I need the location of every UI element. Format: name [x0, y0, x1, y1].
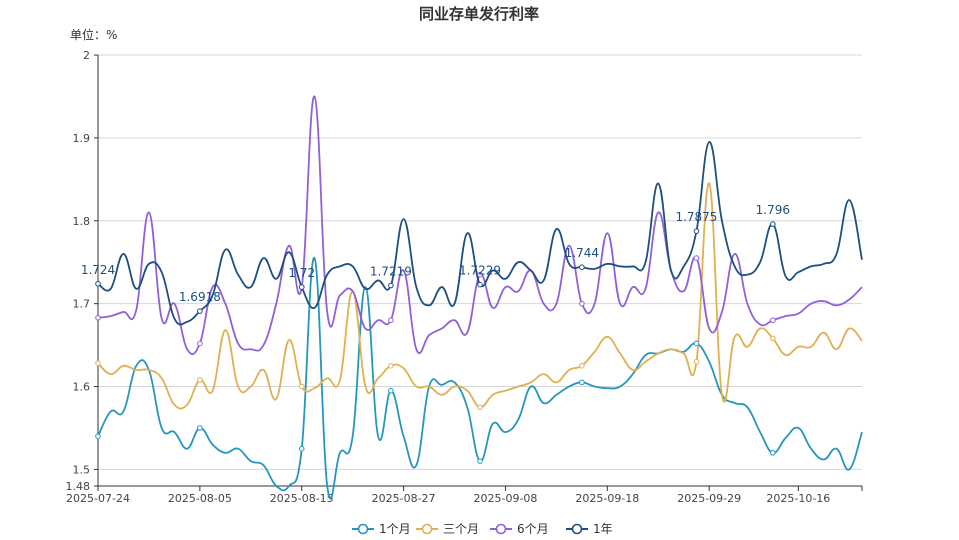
data-point [693, 358, 700, 365]
data-point [197, 340, 203, 347]
data-label: 1.7219 [370, 265, 412, 279]
y-tick-label: 1.48 [66, 480, 91, 493]
data-point [95, 314, 101, 321]
legend-item-0[interactable]: 1个月 [352, 522, 411, 536]
x-tick-label: 2025-08-15 [270, 492, 334, 505]
data-point [693, 228, 700, 234]
data-point [693, 340, 700, 347]
data-point [477, 458, 483, 464]
data-point [388, 363, 394, 369]
data-label: 1.6918 [179, 290, 221, 304]
data-point [770, 450, 776, 456]
axes: 1.48 1.5 1.6 1.7 1.8 1.9 2 2025-07-24 2025-08-05… [66, 49, 863, 505]
legend-label: 1年 [593, 522, 613, 536]
data-point [579, 264, 585, 270]
data-point [579, 300, 585, 307]
y-tick-label: 1.8 [73, 215, 91, 228]
y-tick-label: 1.7 [73, 298, 91, 311]
data-label: 1.72 [288, 266, 315, 280]
legend-marker [357, 523, 369, 535]
y-tick-label: 1.9 [73, 132, 91, 145]
series-line-2 [97, 95, 863, 356]
legend[interactable]: 1个月 三个月 6个月 1年 [352, 522, 613, 536]
legend-marker [421, 523, 433, 535]
data-point [95, 280, 101, 287]
legend-marker [495, 523, 507, 535]
legend-label: 6个月 [517, 522, 549, 536]
data-point [388, 282, 394, 289]
legend-item-1[interactable]: 三个月 [416, 522, 479, 536]
data-point [579, 379, 585, 386]
data-point [388, 317, 394, 324]
unit-label: 单位：% [70, 27, 117, 42]
data-point [298, 445, 305, 452]
data-label: 1.796 [756, 203, 790, 217]
y-tick-label: 1.5 [73, 463, 91, 476]
data-point [388, 387, 394, 394]
series-line-3 [97, 141, 863, 326]
data-label: 1.7875 [675, 210, 717, 224]
data-label: 1.744 [565, 246, 599, 260]
x-tick-label: 2025-08-05 [168, 492, 232, 505]
data-label: 1.7229 [459, 264, 501, 278]
y-tick-label: 1.6 [73, 381, 91, 394]
data-point [770, 335, 776, 342]
data-point [770, 221, 776, 227]
data-point [477, 281, 483, 288]
series-lines [97, 95, 863, 500]
data-point [298, 383, 305, 390]
x-tick-label: 2025-07-24 [66, 492, 130, 505]
x-tick-label: 2025-09-29 [677, 492, 741, 505]
data-point [197, 425, 203, 431]
legend-item-3[interactable]: 1年 [566, 522, 613, 536]
legend-label: 1个月 [379, 522, 411, 536]
data-point [770, 317, 776, 324]
data-point [197, 308, 203, 314]
y-tick-label: 2 [83, 49, 90, 62]
data-point [579, 363, 585, 369]
data-point [95, 433, 101, 440]
x-tick-label: 2025-09-08 [473, 492, 537, 505]
data-point [693, 255, 700, 261]
data-point [477, 404, 483, 411]
data-labels: 1.724 1.6918 1.72 1.7219 1.7229 1.744 1.7875 1.… [81, 203, 790, 304]
data-label: 1.724 [81, 263, 115, 277]
series-line-1 [97, 182, 863, 410]
x-tick-label: 2025-09-18 [575, 492, 639, 505]
data-point [298, 284, 305, 290]
legend-item-2[interactable]: 6个月 [490, 522, 549, 536]
data-point [197, 377, 203, 383]
x-tick-label: 2025-10-16 [766, 492, 830, 505]
legend-label: 三个月 [443, 522, 479, 536]
chart-title: 同业存单发行利率 [419, 5, 539, 23]
data-point [477, 271, 483, 278]
data-point [95, 360, 101, 367]
x-tick-label: 2025-08-27 [372, 492, 436, 505]
legend-marker [571, 523, 583, 535]
data-markers [95, 221, 776, 464]
